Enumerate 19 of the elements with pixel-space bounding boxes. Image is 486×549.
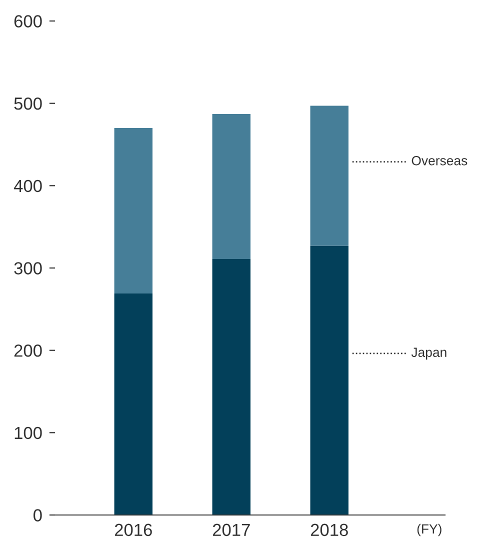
bar bbox=[114, 294, 152, 515]
bar bbox=[310, 106, 348, 246]
text: Overseas bbox=[412, 156, 468, 166]
bar bbox=[310, 246, 348, 515]
x-tick-label: 2016 bbox=[114, 524, 152, 536]
y-tick-label: 0 bbox=[34, 509, 42, 522]
bar bbox=[212, 114, 250, 259]
y-tick-label: 100 bbox=[14, 426, 42, 440]
y-tick-label: 600 bbox=[14, 15, 42, 28]
y-tick-label: 400 bbox=[14, 180, 42, 192]
x-tick-label: 2017 bbox=[212, 524, 250, 536]
x-axis-title: (FY) bbox=[417, 524, 442, 536]
y-tick-label: 500 bbox=[14, 98, 42, 110]
x-tick-label: 2018 bbox=[310, 524, 348, 536]
bar bbox=[114, 128, 152, 294]
text: Japan bbox=[411, 348, 446, 360]
y-tick-label: 300 bbox=[14, 262, 42, 274]
bar bbox=[212, 258, 250, 515]
y-tick-label: 200 bbox=[14, 344, 42, 357]
